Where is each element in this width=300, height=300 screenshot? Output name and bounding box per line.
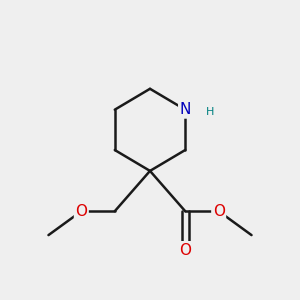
Text: O: O xyxy=(75,204,87,219)
Text: H: H xyxy=(206,107,214,117)
Text: O: O xyxy=(179,242,191,257)
Text: N: N xyxy=(179,102,191,117)
Text: O: O xyxy=(213,204,225,219)
